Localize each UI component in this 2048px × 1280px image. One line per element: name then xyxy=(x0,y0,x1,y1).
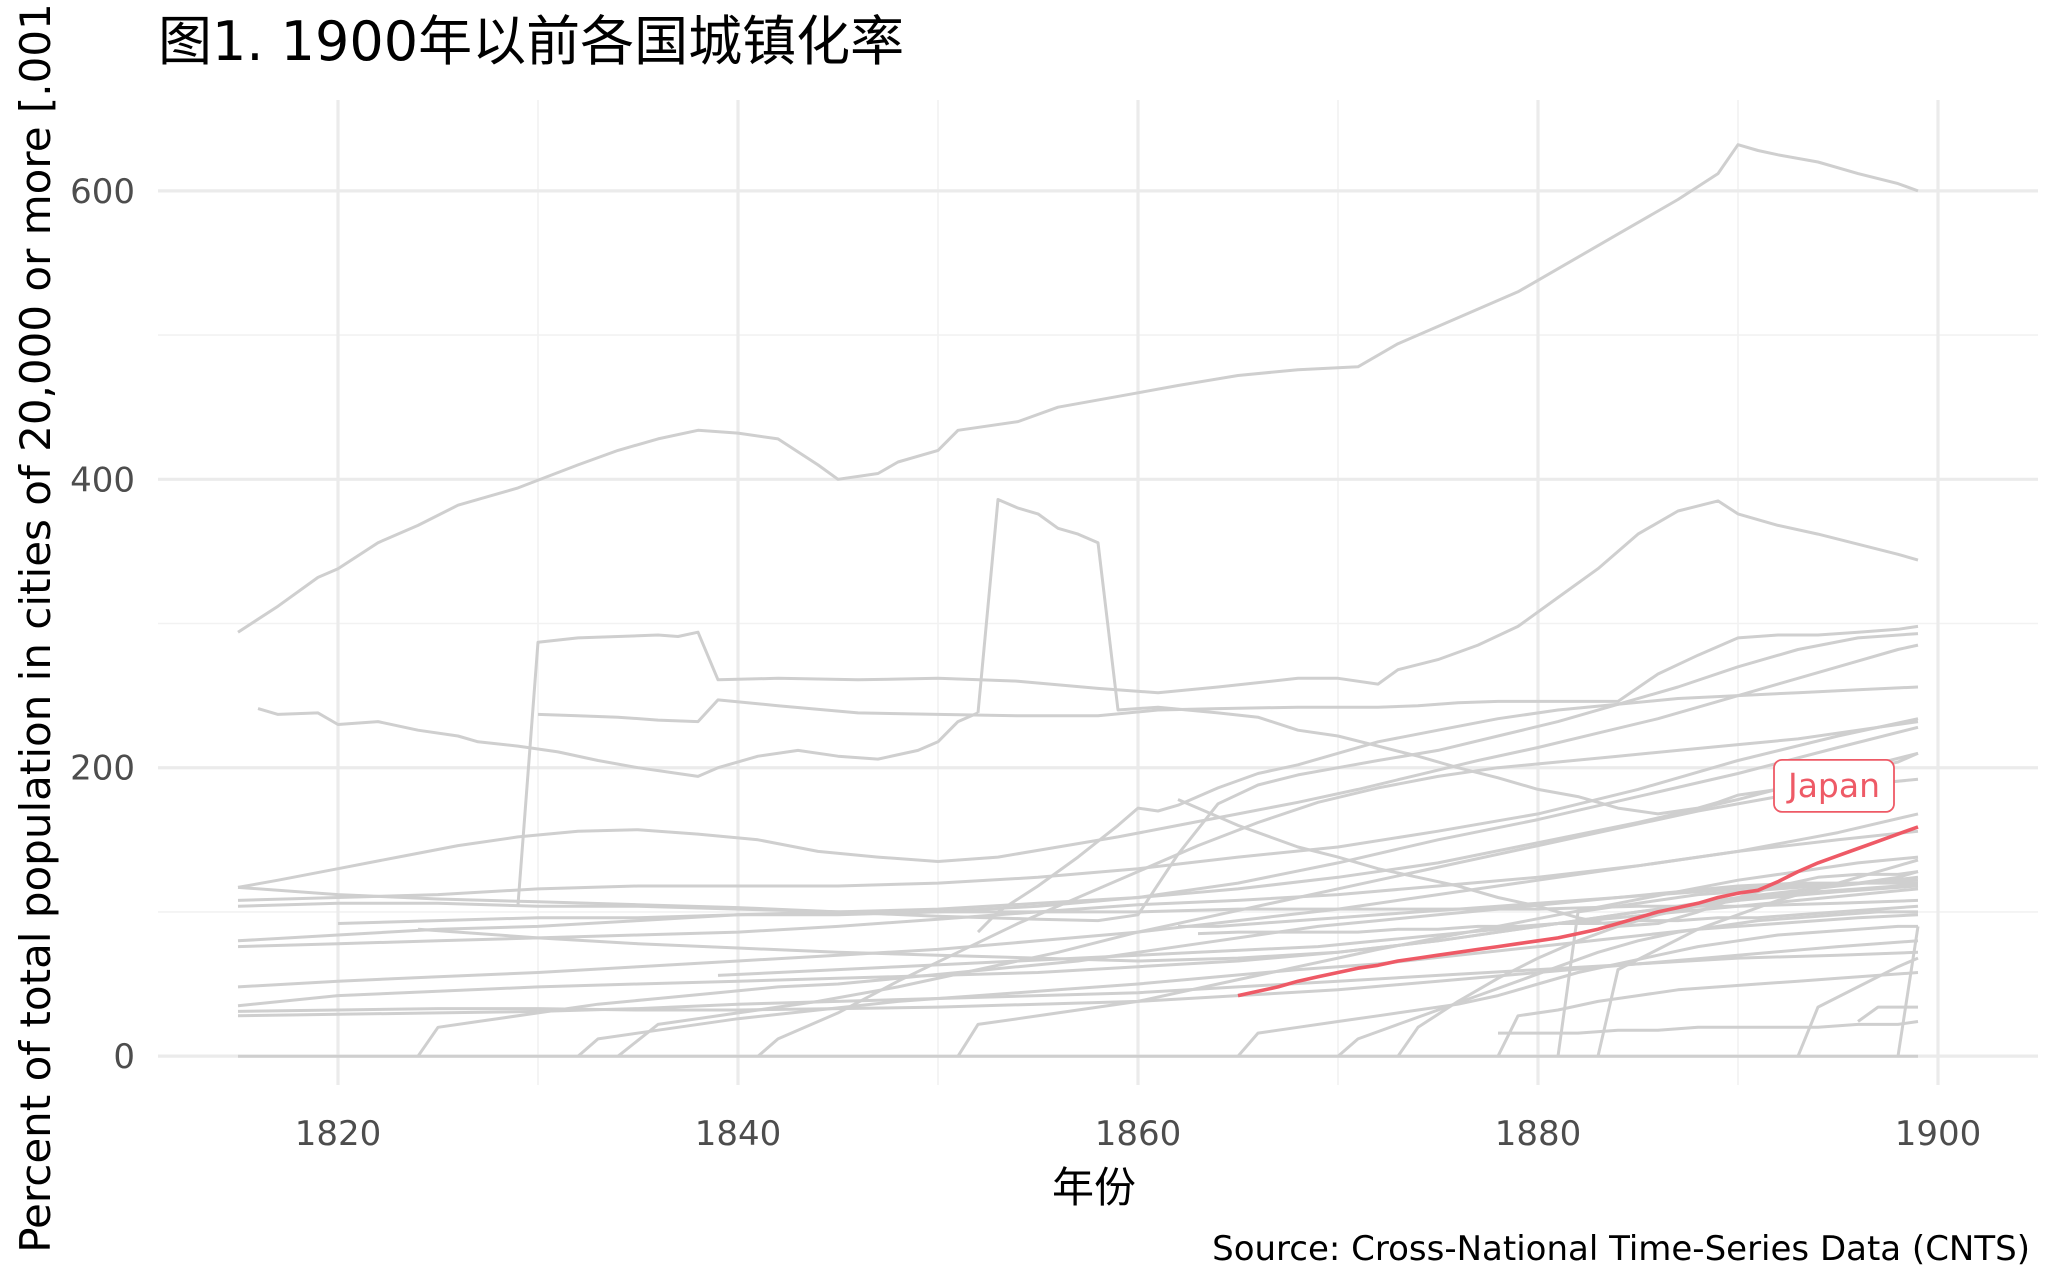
axis-ticks: 1820 1840 1860 1880 1900 0 200 400 600 xyxy=(70,172,1981,1154)
series-line xyxy=(1796,956,1919,1057)
series-line xyxy=(257,707,979,778)
series-line xyxy=(537,624,1919,724)
label-box xyxy=(1773,758,1895,813)
series-line xyxy=(237,950,1919,1018)
series-line xyxy=(1496,971,1919,1057)
y-axis-title: Percent of total population in cities of… xyxy=(11,3,60,1253)
series-line xyxy=(617,777,1919,1058)
chart-title: 图1. 1900年以前各国城镇化率 xyxy=(158,10,904,73)
series-line xyxy=(237,143,1919,634)
highlight-line xyxy=(1237,825,1919,998)
highlight-label-text: Japan xyxy=(1786,766,1880,805)
series-line xyxy=(237,717,1919,902)
y-tick-label: 0 xyxy=(113,1037,135,1077)
series-line xyxy=(516,499,1919,905)
x-axis-title: 年份 xyxy=(1052,1163,1136,1212)
x-tick-label: 1880 xyxy=(1495,1114,1582,1154)
y-tick-label: 600 xyxy=(70,172,135,212)
series-line xyxy=(1337,910,1918,1058)
series-line xyxy=(1596,858,1919,1057)
series-line xyxy=(757,720,1919,1058)
series-line xyxy=(1896,926,1920,1057)
y-tick-label: 400 xyxy=(70,460,135,500)
series-line xyxy=(1396,884,1918,1058)
series-line xyxy=(237,939,1919,1013)
highlight-label: Japan xyxy=(1773,758,1895,813)
x-tick-label: 1900 xyxy=(1895,1114,1982,1154)
highlight-series xyxy=(1237,825,1919,998)
series-line xyxy=(237,632,1919,923)
x-tick-label: 1840 xyxy=(695,1114,782,1154)
series-line xyxy=(976,498,1919,816)
y-tick-label: 200 xyxy=(70,749,135,789)
series-line xyxy=(1498,1020,1919,1035)
x-tick-label: 1860 xyxy=(1095,1114,1182,1154)
series-line xyxy=(1857,1005,1918,1023)
series-line xyxy=(1197,904,1919,936)
chart-caption: Source: Cross-National Time-Series Data … xyxy=(1212,1229,2030,1269)
series-line xyxy=(237,725,1919,914)
series-line xyxy=(717,887,1919,977)
series-line xyxy=(956,855,1919,1057)
x-tick-label: 1820 xyxy=(295,1114,382,1154)
series-line xyxy=(237,643,1919,889)
series-line xyxy=(237,751,1919,943)
series-line xyxy=(976,685,1919,934)
series-line xyxy=(1236,924,1918,1058)
series-line xyxy=(237,829,1919,989)
background-series xyxy=(237,143,1920,1058)
